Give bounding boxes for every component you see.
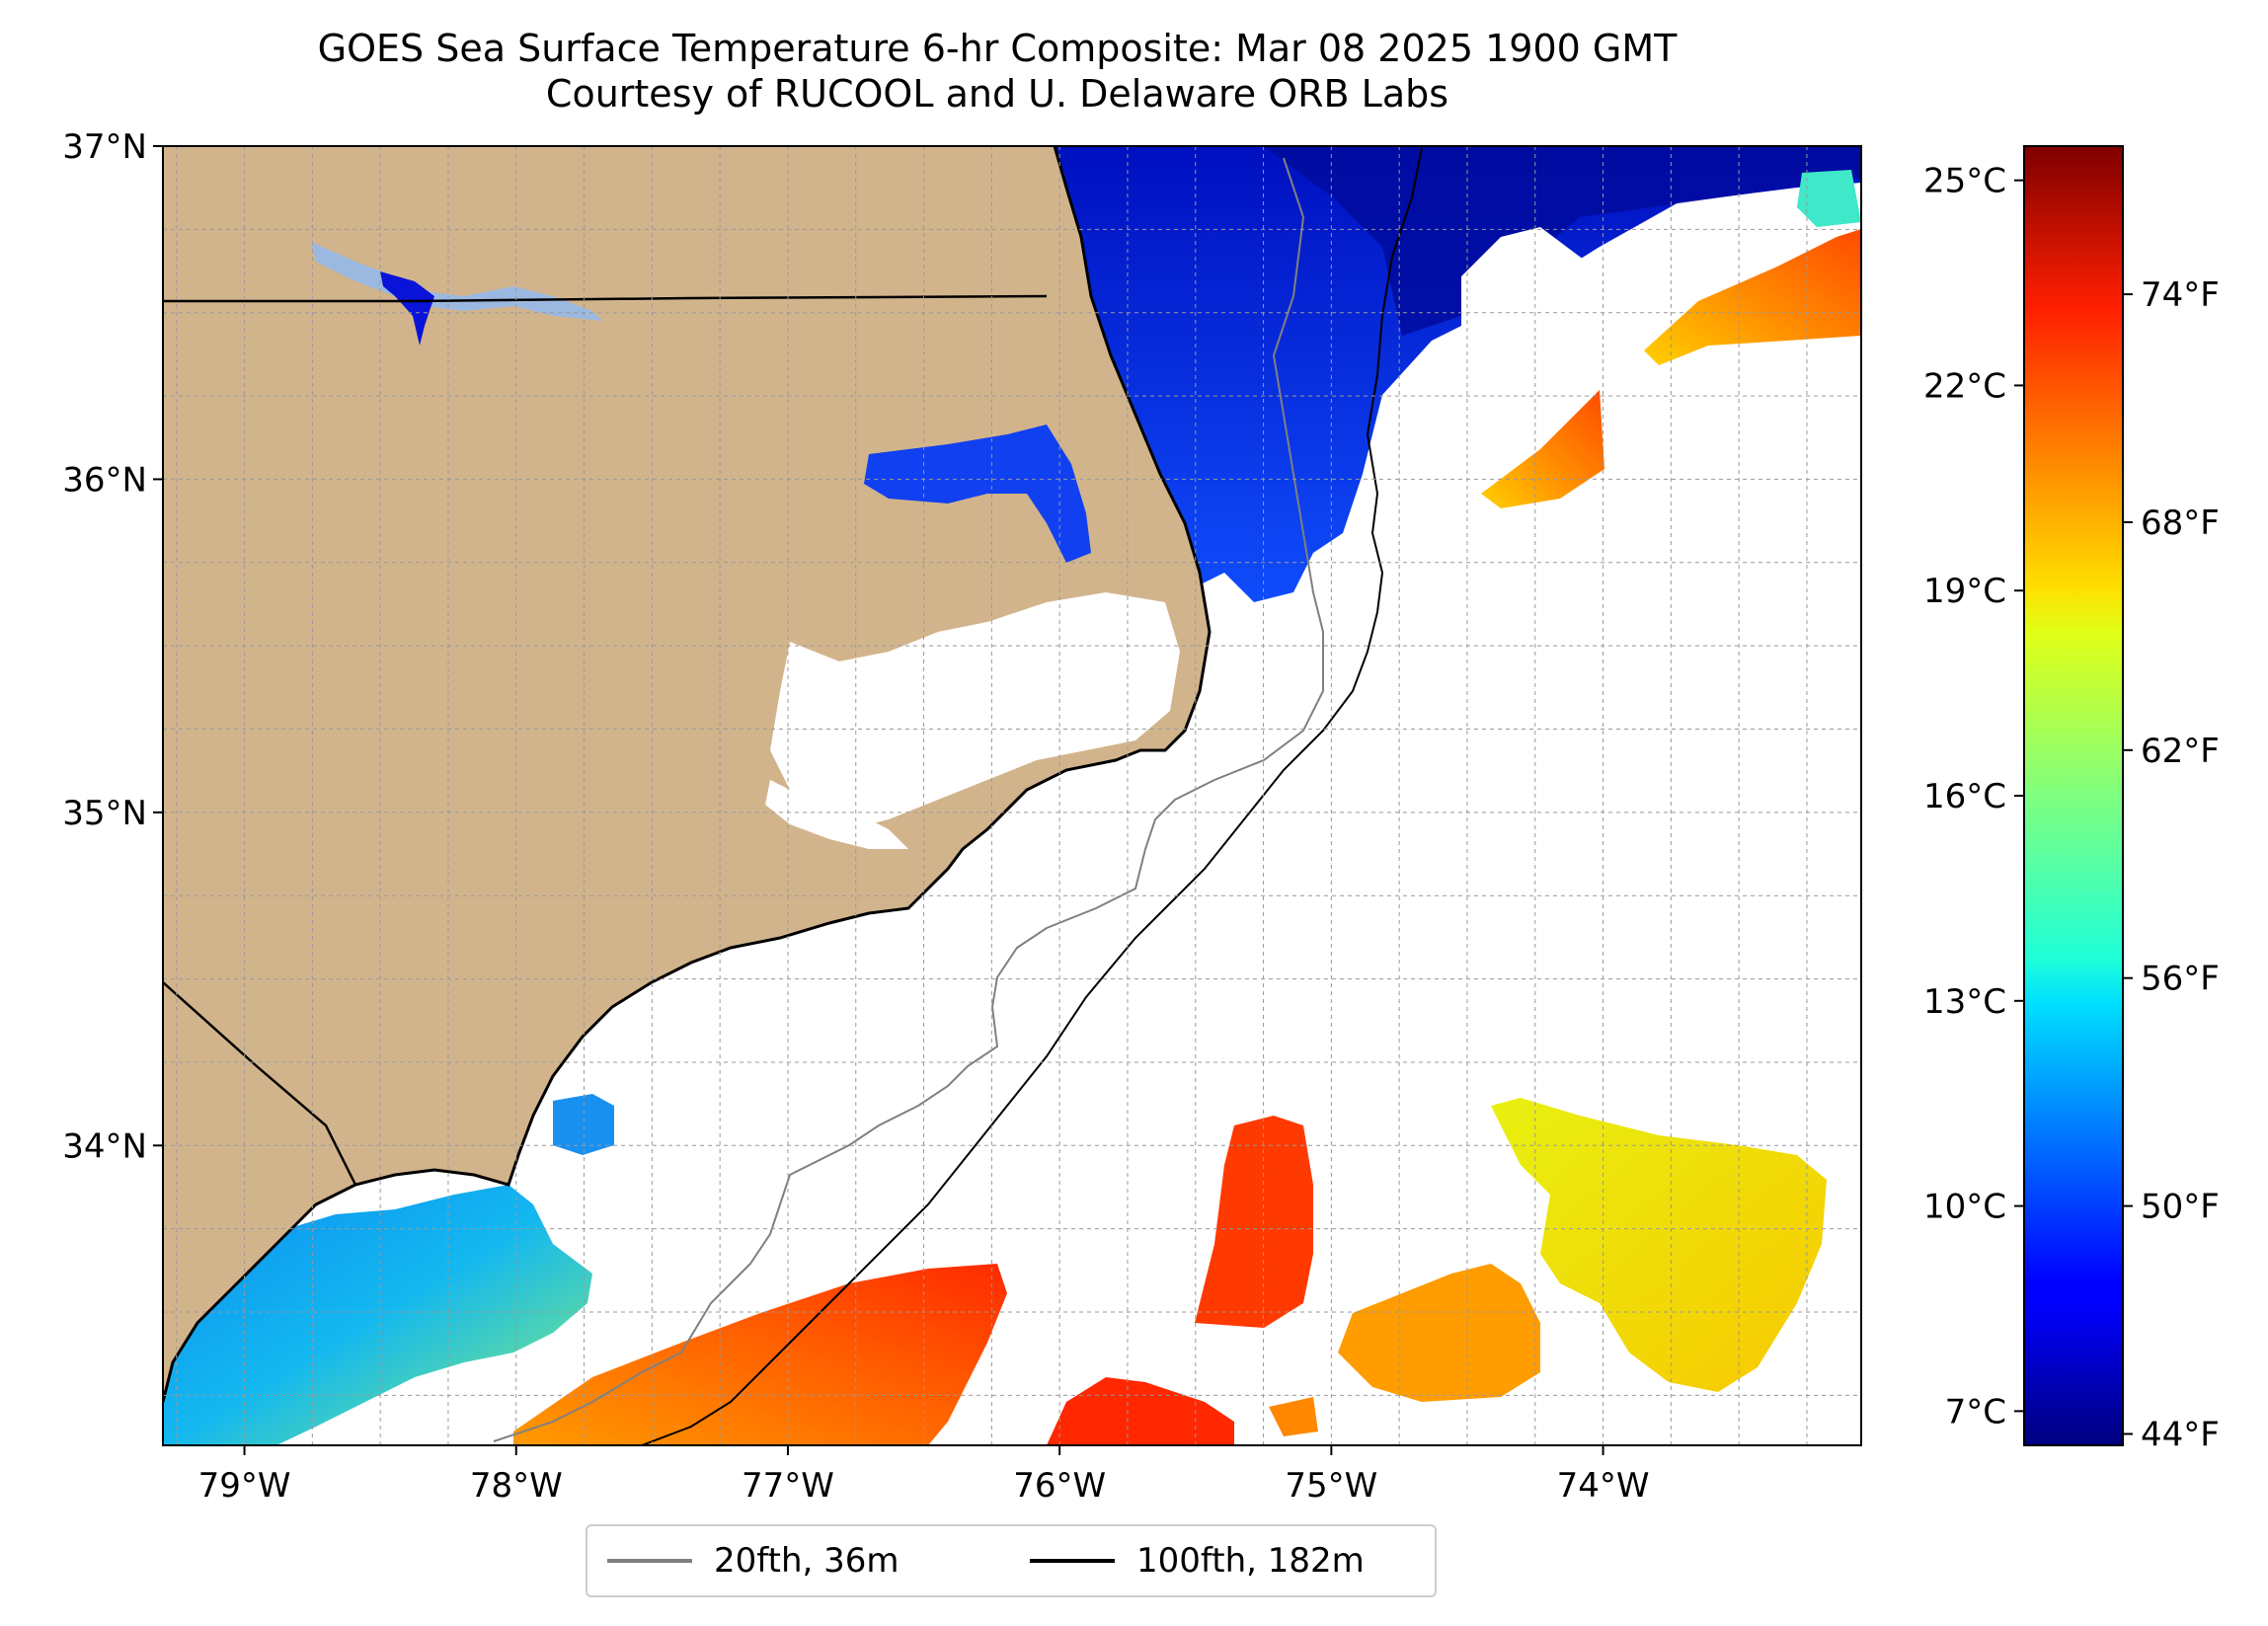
title-block: GOES Sea Surface Temperature 6-hr Compos… bbox=[0, 26, 1994, 116]
contour-20fth bbox=[493, 157, 1324, 1442]
lon-tick-label: 76°W bbox=[1013, 1466, 1106, 1506]
lon-tick-label: 79°W bbox=[198, 1466, 291, 1506]
celsius-ticks: 25°C 22°C 19°C 16°C 13°C 10°C 7°C bbox=[1923, 162, 2024, 1432]
legend-line-20fth bbox=[607, 1559, 692, 1563]
sst-cyan-patch bbox=[1797, 170, 1861, 227]
contour-100fth bbox=[641, 147, 1423, 1445]
fahrenheit-tick-label: 50°F bbox=[2141, 1188, 2220, 1227]
lon-ticks: 79°W 78°W 77°W 76°W 75°W 74°W bbox=[198, 1445, 1650, 1506]
celsius-tick-label: 13°C bbox=[1923, 982, 2006, 1022]
legend-label-100fth: 100fth, 182m bbox=[1136, 1541, 1365, 1581]
celsius-tick-label: 22°C bbox=[1923, 366, 2006, 406]
fahrenheit-tick-label: 68°F bbox=[2141, 503, 2220, 543]
sst-small-orange bbox=[1269, 1397, 1318, 1436]
fahrenheit-tick-label: 44°F bbox=[2141, 1415, 2220, 1454]
lat-tick-label: 35°N bbox=[62, 794, 147, 833]
celsius-tick-label: 7°C bbox=[1945, 1392, 2006, 1432]
sst-small-blue bbox=[553, 1094, 614, 1155]
coastline bbox=[163, 146, 1212, 1403]
sst-warm-blob bbox=[1481, 390, 1604, 508]
legend-item-20fth: 20fth, 36m bbox=[607, 1526, 899, 1595]
contour-legend: 20fth, 36m 100fth, 182m bbox=[586, 1524, 1437, 1597]
fahrenheit-tick-label: 56°F bbox=[2141, 960, 2220, 999]
state-boundary-va-nc bbox=[163, 294, 1048, 303]
sst-red-patch-2 bbox=[1195, 1116, 1313, 1328]
lat-tick-label: 36°N bbox=[62, 460, 147, 500]
legend-label-20fth: 20fth, 36m bbox=[714, 1541, 899, 1581]
map-frame bbox=[162, 145, 1862, 1446]
pamlico-sound bbox=[770, 592, 1180, 829]
lon-tick-label: 75°W bbox=[1285, 1466, 1377, 1506]
neuse-estuary bbox=[765, 780, 908, 849]
albemarle-sound bbox=[864, 425, 1091, 563]
sst-gulfstream-inshore bbox=[513, 1264, 1007, 1445]
map-subtitle: Courtesy of RUCOOL and U. Delaware ORB L… bbox=[545, 72, 1449, 116]
lat-ticks: 37°N 36°N 35°N 34°N bbox=[62, 127, 163, 1166]
sst-red-patch-1 bbox=[1047, 1377, 1234, 1445]
lat-tick-label: 34°N bbox=[62, 1126, 147, 1166]
state-boundary-nc-sc bbox=[163, 981, 357, 1186]
sst-orange-patch bbox=[1338, 1264, 1540, 1402]
lon-tick-label: 77°W bbox=[742, 1466, 834, 1506]
legend-line-100fth bbox=[1030, 1559, 1115, 1563]
lon-tick-label: 78°W bbox=[470, 1466, 563, 1506]
colorbar-gradient bbox=[2023, 145, 2124, 1446]
celsius-tick-label: 19°C bbox=[1923, 572, 2006, 611]
celsius-tick-label: 10°C bbox=[1923, 1188, 2006, 1227]
lon-tick-label: 74°W bbox=[1557, 1466, 1650, 1506]
celsius-tick-label: 16°C bbox=[1923, 777, 2006, 816]
legend-item-100fth: 100fth, 182m bbox=[1030, 1526, 1365, 1595]
fahrenheit-tick-label: 62°F bbox=[2141, 732, 2220, 771]
map-title: GOES Sea Surface Temperature 6-hr Compos… bbox=[317, 27, 1678, 70]
celsius-tick-label: 25°C bbox=[1923, 162, 2006, 201]
sst-yellow-patch bbox=[1491, 1098, 1827, 1392]
gridlines bbox=[163, 146, 1861, 1445]
inland-lake-blue bbox=[380, 271, 434, 346]
fahrenheit-ticks: 74°F 68°F 62°F 56°F 50°F 44°F bbox=[2123, 275, 2220, 1454]
lat-tick-label: 37°N bbox=[62, 127, 147, 167]
fahrenheit-tick-label: 74°F bbox=[2141, 275, 2220, 315]
